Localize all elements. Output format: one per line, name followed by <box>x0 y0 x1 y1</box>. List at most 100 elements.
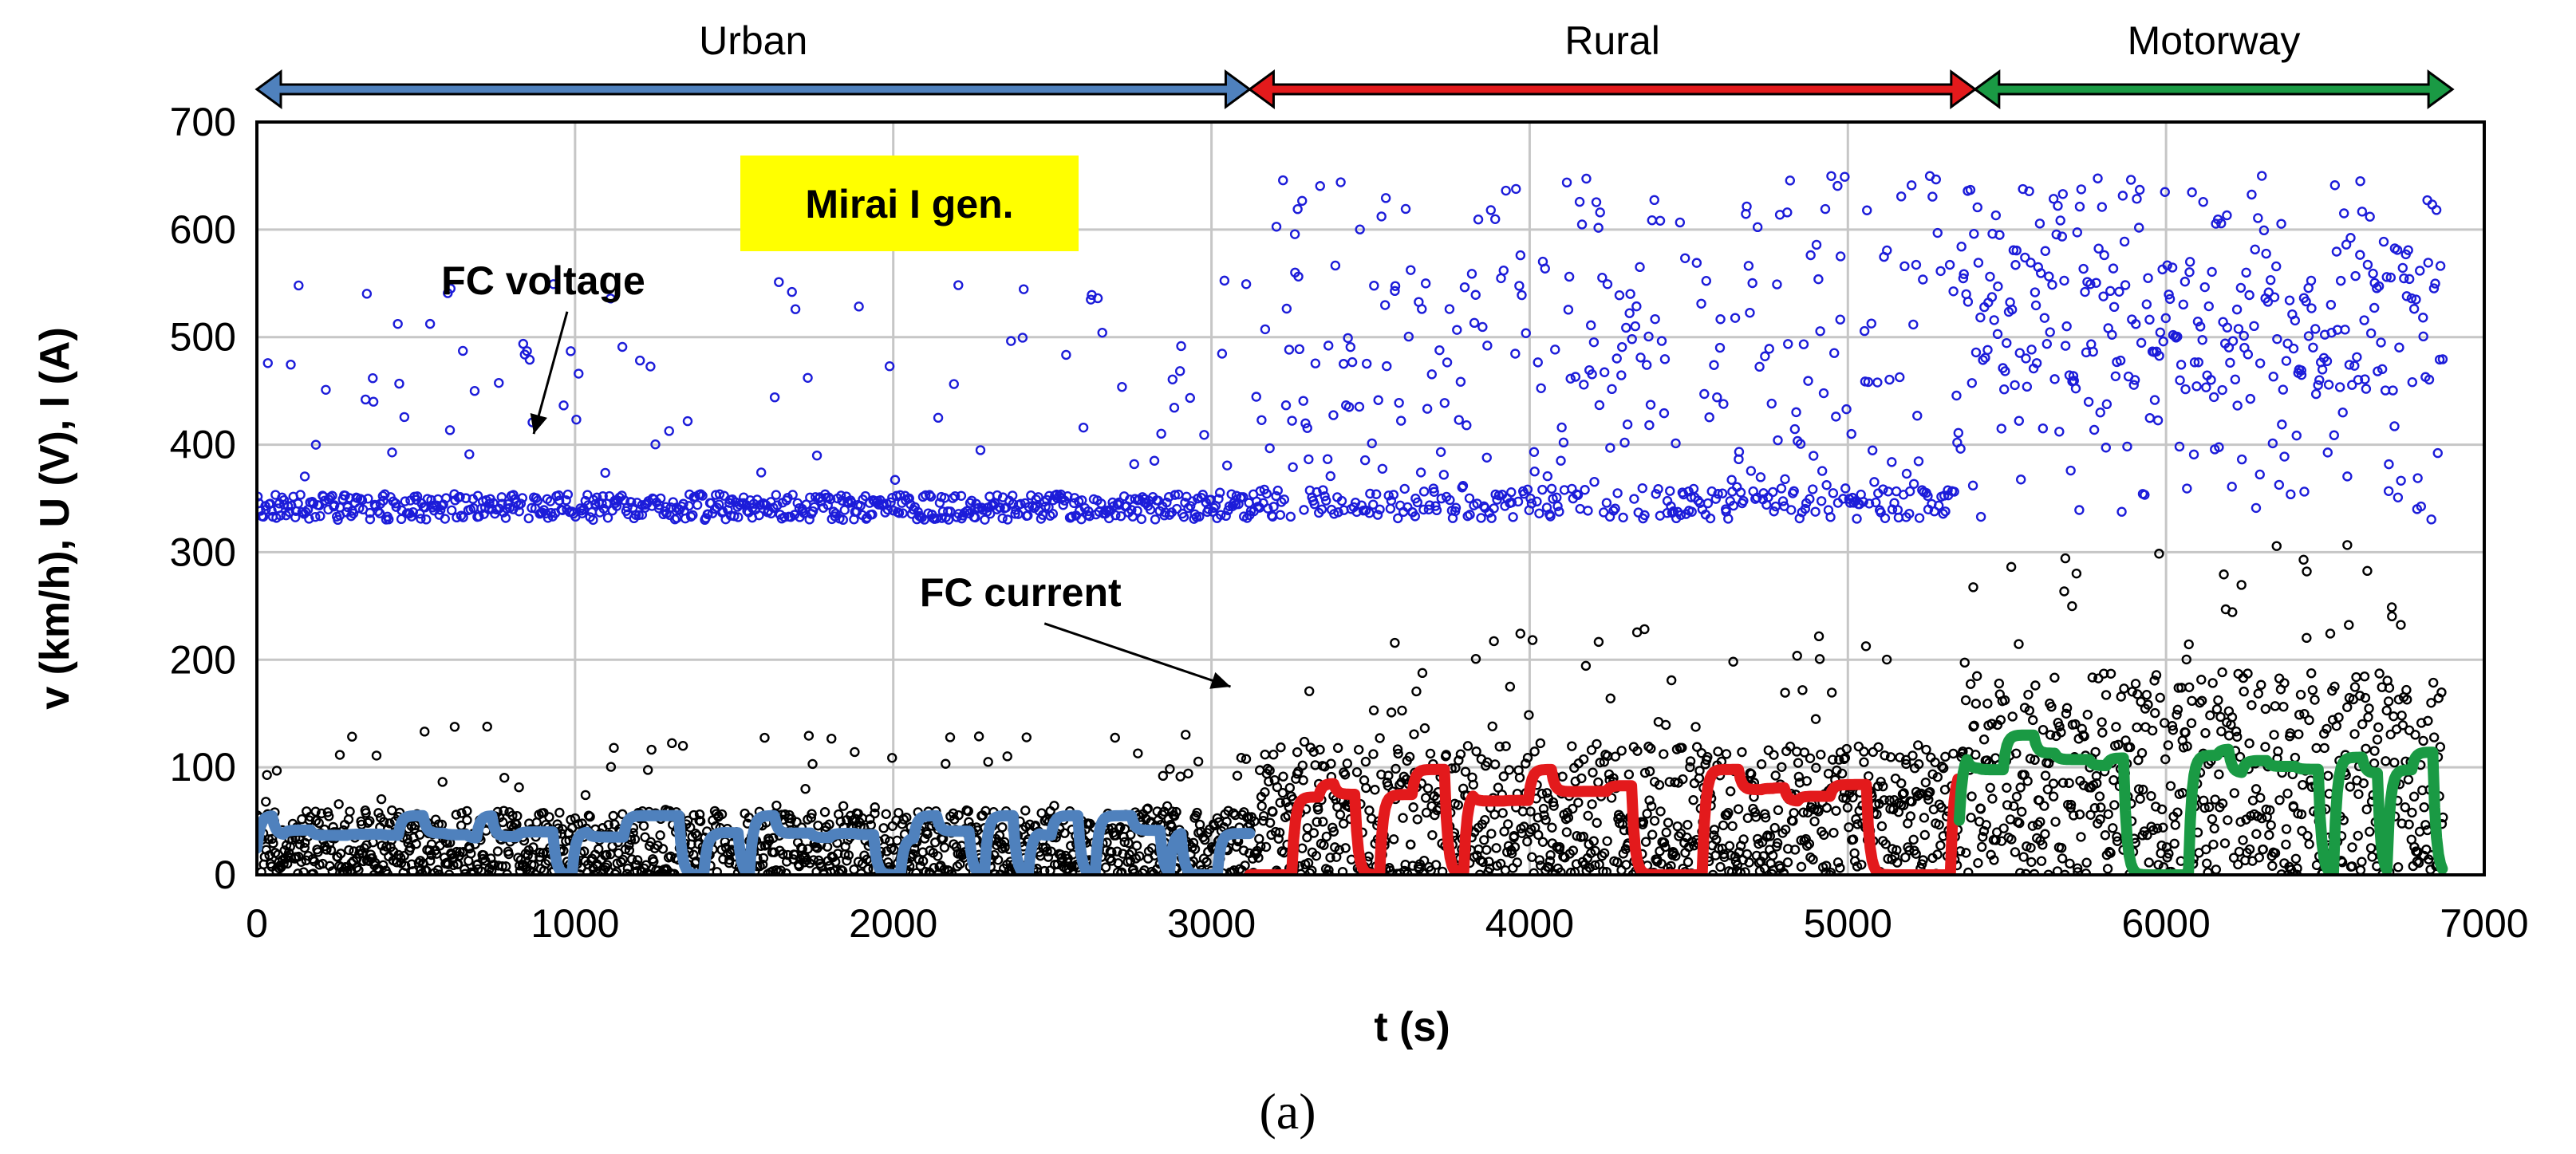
fc-voltage-point <box>1476 513 1486 523</box>
fc-voltage-point <box>1835 314 1845 325</box>
fc-voltage-point <box>1459 282 1470 293</box>
fc-current-point <box>1649 816 1660 826</box>
fc-current-point <box>1541 788 1552 798</box>
fc-voltage-point <box>2407 377 2418 388</box>
fc-current-point <box>1726 850 1736 861</box>
fc-voltage-point <box>2272 333 2282 345</box>
fc-current-point <box>1805 852 1816 863</box>
fc-voltage-point <box>1514 281 1525 291</box>
fc-current-point <box>2323 770 2333 781</box>
fc-current-point <box>492 846 503 857</box>
fc-current-point <box>2155 692 2165 703</box>
fc-voltage-point <box>626 497 637 507</box>
fc-current-point <box>1386 707 1397 718</box>
fc-voltage-point <box>1304 454 1314 465</box>
fc-current-point <box>2165 781 2176 791</box>
fc-voltage-point <box>562 489 574 500</box>
fc-current-point <box>1578 831 1589 842</box>
fc-voltage-point <box>1299 505 1309 515</box>
fc-current-point <box>824 819 834 829</box>
fc-voltage-point <box>2258 225 2270 236</box>
fc-voltage-point <box>787 490 798 500</box>
fc-current-point <box>2357 719 2368 730</box>
fc-current-point <box>2018 852 2029 862</box>
fc-voltage-point <box>2365 211 2375 222</box>
fc-voltage-point <box>2254 469 2265 480</box>
fc-current-point <box>1876 776 1886 787</box>
fc-voltage-point <box>1167 374 1178 384</box>
fc-voltage-point <box>2355 250 2365 260</box>
fc-current-point <box>771 800 782 811</box>
fc-current-point <box>1842 802 1853 813</box>
fc-current-point <box>2295 689 2306 700</box>
fc-current-point <box>2279 678 2290 688</box>
fc-current-point <box>1462 741 1473 751</box>
fc-current-point <box>2169 838 2180 849</box>
fc-voltage-point <box>1508 512 1518 522</box>
fc-voltage-point <box>1382 360 1392 372</box>
fc-voltage-point <box>286 359 296 370</box>
fc-current-point <box>1481 845 1492 855</box>
fc-current-point <box>1733 804 1744 814</box>
fc-current-point <box>371 750 382 761</box>
fc-voltage-point <box>1501 185 1511 196</box>
fc-current-point <box>1512 857 1522 868</box>
fc-voltage-point <box>1330 260 1341 271</box>
fc-current-point <box>1297 760 1308 771</box>
fc-current-point <box>1039 865 1050 875</box>
fc-current-point <box>1900 852 1911 863</box>
fc-voltage-point <box>1645 400 1656 410</box>
fc-current-point <box>1821 867 1831 875</box>
x-tick-label: 4000 <box>1485 901 1574 946</box>
fc-current-point <box>1821 802 1832 813</box>
y-tick-label: 600 <box>170 207 236 252</box>
fc-voltage-point <box>1650 313 1660 325</box>
fc-current-point <box>2203 867 2213 875</box>
fc-voltage-point <box>823 492 834 502</box>
fc-voltage-point <box>1693 495 1703 506</box>
fc-voltage-point <box>2261 248 2271 259</box>
fc-voltage-point <box>2257 171 2267 181</box>
x-tick-label: 0 <box>246 901 268 946</box>
fc-current-point <box>1644 766 1655 777</box>
fc-current-point <box>1819 829 1829 841</box>
fc-current-point <box>2236 580 2247 590</box>
fc-current-point <box>1598 866 1608 875</box>
fc-voltage-point <box>2244 289 2254 301</box>
fc-current-point <box>1489 636 1499 647</box>
fc-voltage-point <box>617 341 628 353</box>
fc-voltage-point <box>1312 486 1322 498</box>
fc-current-point <box>2096 802 2106 813</box>
fc-voltage-point <box>1145 504 1156 515</box>
fc-voltage-point <box>1110 510 1121 521</box>
fc-current-point <box>758 853 769 864</box>
fc-current-point <box>1498 771 1509 782</box>
fc-voltage-point <box>1899 261 1910 272</box>
fc-current-point <box>894 808 904 818</box>
fc-voltage-point <box>2108 263 2119 274</box>
fc-current-point <box>1590 860 1600 871</box>
fc-current-point <box>1524 710 1534 720</box>
fc-voltage-point <box>2158 336 2168 347</box>
fc-voltage-point <box>2010 380 2020 391</box>
fc-current-point <box>1750 807 1761 817</box>
fc-current-point <box>1937 761 1947 772</box>
fc-voltage-point <box>1730 313 1741 323</box>
fc-voltage-point <box>890 475 901 485</box>
speed-trace-urban <box>257 809 1256 875</box>
fc-current-point <box>1495 858 1506 869</box>
fc-current-point <box>2011 791 2022 802</box>
fc-current-point <box>2060 553 2071 564</box>
y-tick-label: 400 <box>170 423 236 467</box>
fc-current-point <box>2015 868 2026 875</box>
fc-voltage-point <box>2263 287 2274 297</box>
fc-voltage-point <box>2175 375 2185 386</box>
fc-voltage-point <box>1533 357 1543 368</box>
fc-current-point <box>646 744 657 755</box>
fc-voltage-point <box>2093 173 2103 183</box>
fc-current-point <box>2361 804 2372 815</box>
fc-voltage-point <box>2253 213 2263 223</box>
fc-voltage-point <box>1320 491 1330 502</box>
fc-current-point <box>1978 735 1990 745</box>
fc-voltage-point <box>1608 506 1619 516</box>
